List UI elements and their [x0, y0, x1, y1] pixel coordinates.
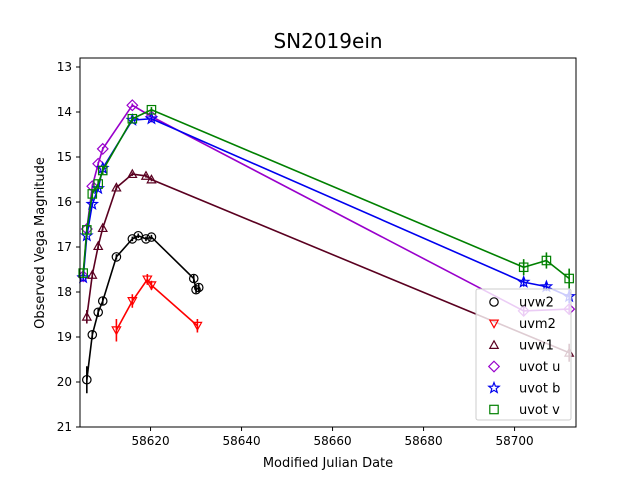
data-point: [127, 234, 138, 244]
data-point: [142, 275, 153, 285]
plot-area: [76, 99, 576, 394]
data-point: [111, 182, 122, 192]
x-axis: 58620 58640 58660 58680 58700: [131, 427, 534, 448]
data-point: [82, 374, 92, 385]
legend-marker: [488, 339, 500, 349]
legend-marker: [489, 297, 499, 307]
series-uvot-v: [78, 104, 574, 289]
y-tick-label: 21: [57, 420, 72, 434]
data-point: [87, 269, 98, 279]
legend-marker: [487, 380, 501, 394]
y-tick-label: 17: [57, 240, 72, 254]
data-point: [93, 179, 104, 189]
x-tick-label: 58640: [222, 434, 260, 448]
chart-title: SN2019ein: [273, 29, 382, 53]
data-point: [144, 111, 159, 125]
data-point: [541, 255, 552, 266]
legend-label: uvot b: [519, 382, 560, 397]
data-point: [126, 99, 139, 112]
x-tick-label: 58660: [313, 434, 351, 448]
x-axis-label: Modified Julian Date: [263, 456, 393, 471]
data-point: [93, 307, 104, 318]
data-point: [111, 252, 122, 262]
y-tick-label: 19: [57, 330, 72, 344]
y-axis-label: Observed Vega Magnitude: [33, 157, 48, 329]
x-tick-label: 58700: [495, 434, 533, 448]
data-point: [87, 189, 98, 199]
y-tick-label: 20: [57, 375, 72, 389]
data-point: [518, 262, 529, 273]
data-point: [127, 113, 138, 124]
data-point: [146, 281, 157, 291]
legend-box: [475, 288, 572, 421]
legend-label: uvw2: [519, 296, 554, 311]
legend: uvw2 uvm2 uvw1 uvot u uvot b uvot v: [475, 288, 572, 421]
y-tick-label: 18: [57, 285, 72, 299]
data-point: [191, 284, 201, 295]
data-point: [97, 222, 108, 233]
y-tick-label: 16: [57, 195, 72, 209]
data-point: [97, 296, 108, 306]
series-line: [82, 108, 570, 280]
data-point: [82, 225, 92, 235]
data-point: [141, 234, 151, 244]
data-point: [111, 326, 122, 336]
data-point: [97, 165, 108, 176]
legend-label: uvm2: [519, 317, 556, 332]
legend-label: uvot u: [519, 360, 560, 375]
data-point: [81, 311, 93, 321]
legend-label: uvot v: [519, 403, 560, 418]
legend-label: uvw1: [519, 339, 554, 354]
x-tick-label: 58620: [131, 434, 169, 448]
y-axis: 13 14 15 16 17 18 19 20 21: [57, 60, 80, 434]
data-point: [188, 273, 199, 284]
data-point: [146, 232, 157, 242]
legend-marker: [487, 360, 501, 373]
data-point: [193, 282, 204, 293]
data-point: [87, 329, 98, 340]
data-point: [192, 321, 203, 332]
y-tick-label: 15: [57, 150, 72, 164]
legend-marker: [489, 404, 499, 415]
series-uvw2: [82, 230, 204, 394]
data-point: [96, 142, 109, 155]
data-point: [516, 274, 531, 288]
series-uvm2: [111, 274, 203, 342]
data-point: [146, 174, 157, 184]
data-point: [127, 168, 138, 179]
legend-marker: [488, 319, 500, 329]
data-point: [92, 240, 104, 251]
axes-frame: [79, 57, 577, 428]
data-point: [127, 297, 138, 307]
y-tick-label: 14: [57, 105, 72, 119]
data-point: [146, 104, 157, 115]
data-point: [140, 170, 152, 180]
data-point: [85, 197, 100, 211]
y-tick-label: 13: [57, 60, 72, 74]
data-point: [564, 273, 574, 284]
x-tick-label: 58680: [404, 434, 442, 448]
data-point: [78, 268, 88, 278]
